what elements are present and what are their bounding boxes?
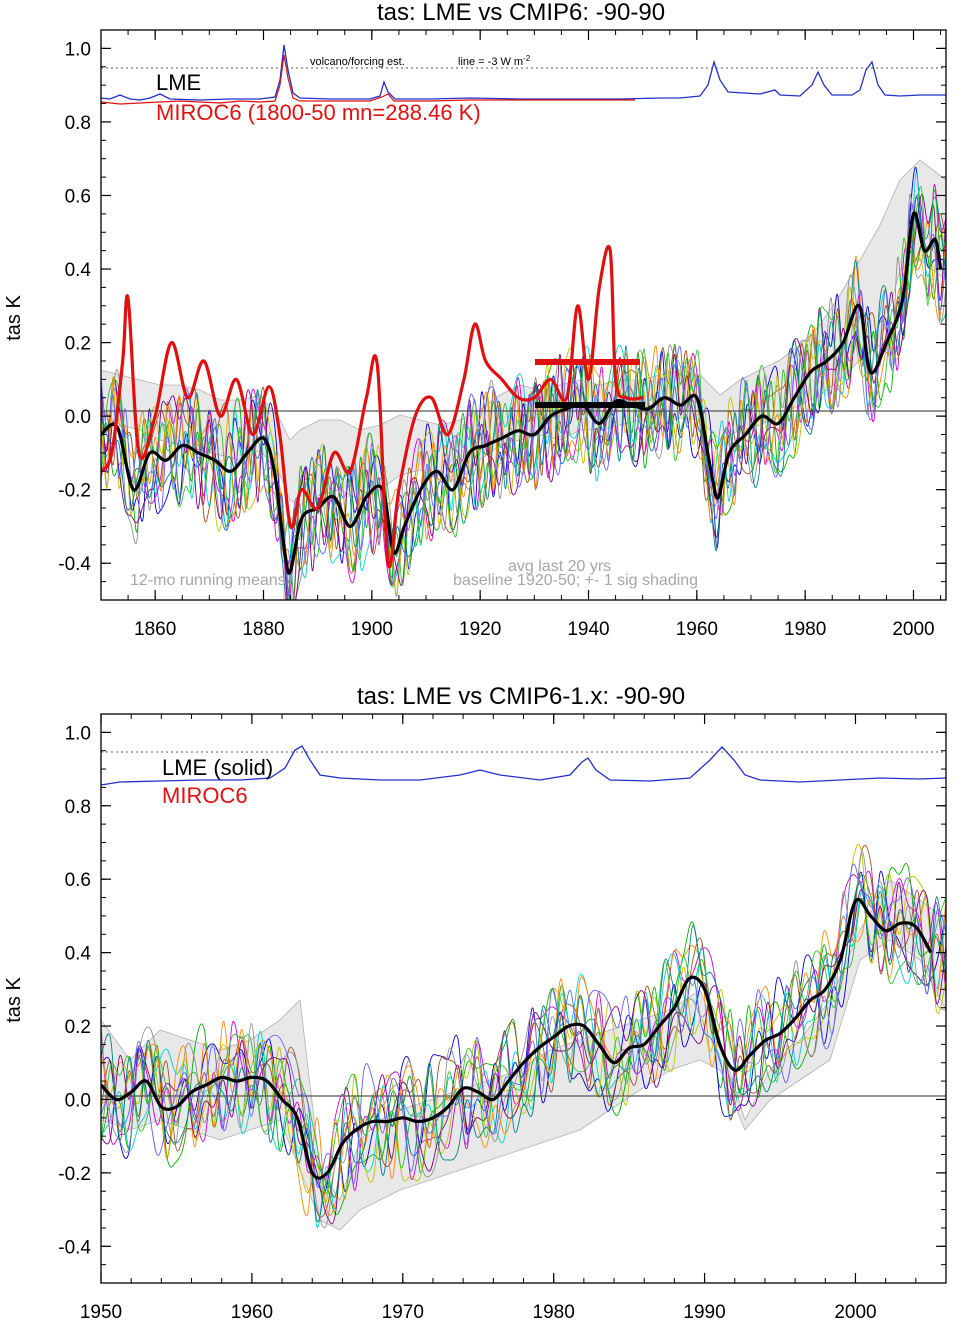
panel-2-plot-area (101, 745, 946, 1231)
panel-1-title: tas: LME vs CMIP6: -90-90 (377, 0, 665, 26)
panel-1-x-tick-label: 1960 (676, 619, 718, 640)
panel-2-lme-line (101, 897, 933, 1180)
panel-1-sigma-shading (101, 159, 946, 506)
panel-2-y-tick-label: -0.4 (58, 1237, 91, 1258)
panel-1-legend-lme: LME (156, 70, 201, 95)
panel-2-y-axis-label: tas K (3, 977, 25, 1023)
panel-2-x-tick-label: 1980 (533, 1302, 575, 1323)
panel-1-legend-miroc6: MIROC6 (1800-50 mn=288.46 K) (156, 100, 481, 125)
panel-2-ensemble-member-line (101, 851, 946, 1229)
panel-2-y-tick-label: 0.8 (65, 797, 91, 818)
panel-1-y-tick-label: 0.4 (65, 260, 92, 281)
panel-1-ticks: 1.0 0.8 0.6 0.4 0.2 0.0 -0.2 -0.4 1860 1880 1900 19… (58, 29, 946, 640)
panel-2-y-tick-label: 0.4 (65, 944, 92, 965)
panel-2: tas: LME vs CMIP6-1.x: -90-90 tas K LME … (3, 683, 947, 1323)
panel-2-x-tick-label: 2000 (834, 1302, 876, 1323)
panel-1-x-tick-label: 1900 (351, 619, 393, 640)
panel-1-running-mean-note: 12-mo running means (130, 572, 286, 589)
panel-2-ensemble-members (101, 843, 946, 1229)
panel-1-y-tick-label: 0.6 (65, 186, 91, 207)
panel-1: tas: LME vs CMIP6: -90-90 tas K 12-mo ru… (3, 0, 947, 640)
panel-2-x-tick-label: 1950 (80, 1302, 122, 1323)
panel-1-y-tick-label: -0.2 (58, 481, 91, 502)
panel-2-y-tick-label: -0.2 (58, 1164, 91, 1185)
panel-1-ensemble-member-line (101, 166, 946, 570)
panel-2-ticks: 1.0 0.8 0.6 0.4 0.2 0.0 -0.2 -0.4 1950 1960 1970 19… (58, 713, 947, 1323)
panel-1-x-tick-label: 1880 (242, 619, 284, 640)
panel-1-ensemble-member-line (101, 196, 946, 600)
panel-1-y-tick-label: 0.2 (65, 334, 91, 355)
panel-2-x-tick-label: 1970 (382, 1302, 424, 1323)
panel-2-forcing-curve (101, 745, 946, 786)
panel-1-plot-area: 12-mo running means avg last 20 yrs base… (101, 44, 946, 600)
panel-2-title: tas: LME vs CMIP6-1.x: -90-90 (357, 683, 685, 710)
panel-1-y-tick-label: 0.0 (65, 407, 91, 428)
panel-2-legend-miroc6: MIROC6 (162, 783, 248, 808)
panel-2-ensemble-member-line (101, 881, 946, 1225)
panel-1-ensemble-member-line (101, 193, 946, 600)
panel-1-y-tick-label: 1.0 (65, 39, 91, 60)
panel-1-x-tick-label: 1860 (134, 619, 176, 640)
panel-1-forcing-line-label: line = -3 W m-2 (458, 54, 531, 68)
panel-1-lme-line (101, 211, 943, 575)
panel-1-avg-last-note: avg last 20 yrs (508, 558, 611, 575)
panel-1-x-tick-label: 1920 (459, 619, 501, 640)
panel-1-baseline-note: baseline 1920-50; +- 1 sig shading (453, 572, 698, 589)
panel-2-y-tick-label: 0.0 (65, 1090, 91, 1111)
panel-2-y-tick-label: 0.2 (65, 1017, 91, 1038)
panel-2-ensemble-member-line (101, 896, 946, 1195)
panel-1-y-tick-label: -0.4 (58, 554, 91, 575)
panel-2-x-tick-label: 1960 (231, 1302, 273, 1323)
panel-2-ensemble-member-line (101, 863, 946, 1188)
panel-1-forcing-label: volcano/forcing est. (310, 56, 405, 68)
panel-1-miroc6-line (101, 245, 643, 569)
panel-1-forcing-lme-curve (101, 44, 946, 101)
panel-2-ensemble-member-line (101, 882, 946, 1223)
panel-1-x-tick-label: 2000 (892, 619, 934, 640)
panel-1-x-tick-label: 1940 (567, 619, 609, 640)
panel-1-forcing-miroc6-curve (101, 54, 635, 105)
panel-1-ensemble-member-line (101, 202, 946, 596)
panel-2-y-tick-label: 0.6 (65, 870, 91, 891)
panel-1-y-axis-label: tas K (3, 295, 25, 341)
panel-1-ensemble-member-line (101, 221, 946, 569)
panel-1-ensemble-members (101, 166, 946, 600)
panel-1-y-tick-label: 0.8 (65, 113, 91, 134)
panel-1-x-tick-label: 1980 (784, 619, 826, 640)
panel-2-ensemble-member-line (101, 870, 946, 1191)
panel-2-legend-lme: LME (solid) (162, 755, 273, 780)
panel-1-frame (100, 29, 947, 601)
panel-2-y-tick-label: 1.0 (65, 723, 91, 744)
panel-2-x-tick-label: 1990 (683, 1302, 725, 1323)
panel-1-ensemble-member-line (101, 194, 946, 598)
